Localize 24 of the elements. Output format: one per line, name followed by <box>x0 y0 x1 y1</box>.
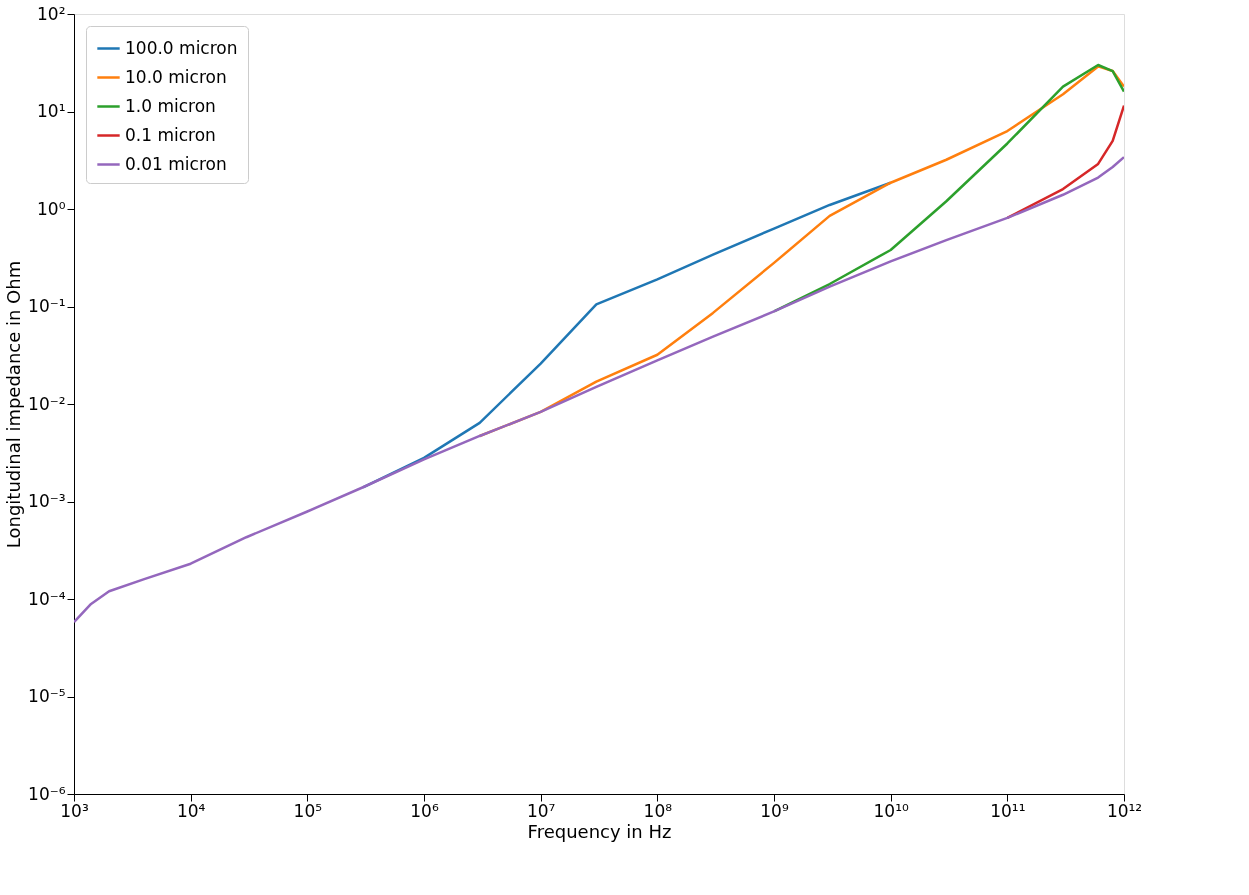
x-tick-label: 10⁸ <box>643 800 673 821</box>
x-tick-label: 10⁴ <box>176 800 206 821</box>
x-axis-title: Frequency in Hz <box>527 820 672 842</box>
x-tick-label: 10¹¹ <box>990 800 1026 821</box>
y-tick-label: 10¹ <box>37 101 66 121</box>
x-tick-label: 10⁶ <box>410 800 439 821</box>
y-tick-label: 10⁻⁵ <box>28 686 66 706</box>
x-tick-label: 10¹² <box>1106 800 1143 821</box>
y-axis-title: Longitudinal impedance in Ohm <box>3 260 25 549</box>
y-tick-label: 10⁻² <box>28 393 66 414</box>
y-tick-label: 10² <box>37 3 66 24</box>
legend-label: 1.0 micron <box>125 95 216 116</box>
x-tick-label: 10¹⁰ <box>873 800 909 821</box>
y-tick-label: 10⁰ <box>37 198 66 219</box>
legend-label: 10.0 micron <box>125 66 227 87</box>
legend-label: 0.1 micron <box>125 124 216 145</box>
x-tick-label: 10⁵ <box>293 800 323 821</box>
legend-label: 0.01 micron <box>125 153 227 174</box>
legend-label: 100.0 micron <box>125 37 238 58</box>
y-tick-label: 10⁻¹ <box>28 296 66 316</box>
y-tick-label: 10⁻⁴ <box>28 588 66 609</box>
x-tick-label: 10⁹ <box>760 800 789 821</box>
x-tick-label: 10⁷ <box>526 800 556 821</box>
y-tick-label: 10⁻³ <box>28 491 66 511</box>
